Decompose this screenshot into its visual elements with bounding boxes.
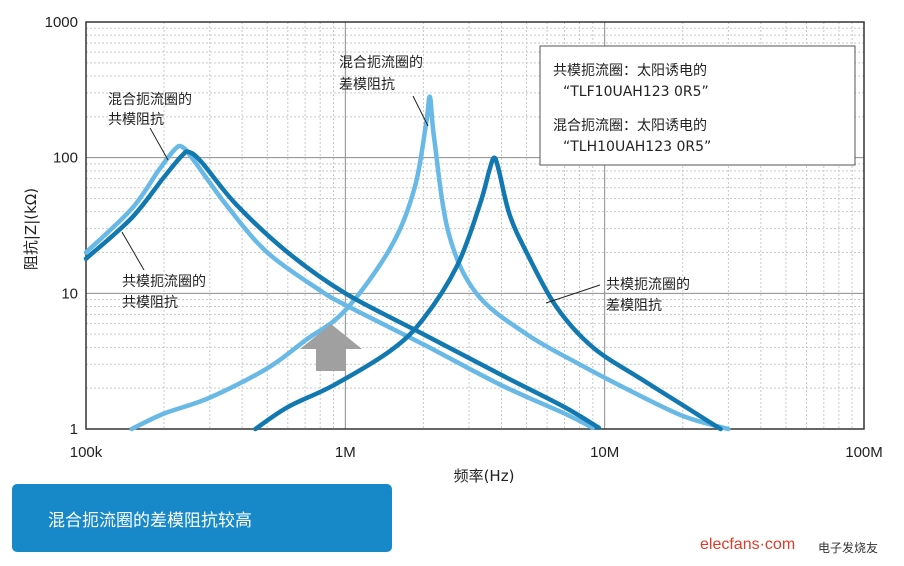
y-tick-label: 10	[61, 285, 78, 302]
legend-line-3: 混合扼流圈：太阳诱电的	[553, 118, 707, 134]
x-tick-label: 10M	[590, 444, 619, 461]
plot-frame	[85, 21, 865, 430]
series-hybrid-common-mode	[83, 143, 596, 431]
leader-line	[412, 95, 429, 127]
legend-line-2: “TLF10UAH123 0R5”	[563, 84, 709, 100]
legend-line-4: “TLH10UAH123 0R5”	[563, 139, 711, 155]
series-layer	[83, 94, 731, 432]
up-arrow-icon	[300, 324, 362, 371]
y-tick-label: 1	[70, 421, 78, 438]
y-tick-label: 1000	[45, 14, 78, 31]
annotation-hybrid-dm-line2: 差模阻抗	[339, 77, 395, 93]
x-tick-label: 1M	[335, 444, 356, 461]
legend-box	[539, 45, 856, 166]
series-cm-choke-differential-mode	[253, 155, 723, 432]
annotation-hybrid-dm-line1: 混合扼流圈的	[339, 55, 423, 71]
annotation-hybrid-cm-line2: 共模阻抗	[108, 112, 164, 128]
summary-banner: 混合扼流圈的差模阻抗较高	[12, 484, 392, 552]
watermark-logo: elecfans·com	[700, 536, 796, 553]
annotation-hybrid-cm-line1: 混合扼流圈的	[108, 92, 192, 108]
annotation-cm-cm-line2: 共模阻抗	[122, 295, 178, 311]
x-tick-label: 100k	[70, 444, 103, 461]
y-axis-label: 阻抗|Z|(kΩ)	[22, 188, 40, 270]
y-tick-label: 100	[53, 150, 78, 167]
x-tick-label: 100M	[845, 444, 883, 461]
leader-line	[545, 284, 601, 304]
x-tick-labels: 100k 1M 10M 100M	[70, 444, 883, 461]
legend: 共模扼流圈：太阳诱电的 “TLF10UAH123 0R5” 混合扼流圈：太阳诱电…	[539, 45, 856, 166]
annotation-cm-dm-line2: 差模阻抗	[606, 298, 662, 314]
y-tick-labels: 1 10 100 1000	[45, 14, 78, 438]
watermark-cn: 电子发烧友	[818, 541, 879, 555]
series-hybrid-differential-mode	[129, 94, 731, 432]
leader-lines	[121, 95, 601, 304]
series-cm-choke-common-mode	[83, 149, 602, 431]
summary-banner-text: 混合扼流圈的差模阻抗较高	[48, 511, 252, 531]
x-axis-label: 频率(Hz)	[454, 467, 515, 485]
annotation-cm-dm-line1: 共模扼流圈的	[606, 277, 690, 293]
leader-line	[121, 231, 145, 271]
legend-line-1: 共模扼流圈：太阳诱电的	[553, 63, 707, 79]
annotation-cm-cm-line1: 共模扼流圈的	[122, 274, 206, 290]
leader-line	[149, 127, 169, 161]
